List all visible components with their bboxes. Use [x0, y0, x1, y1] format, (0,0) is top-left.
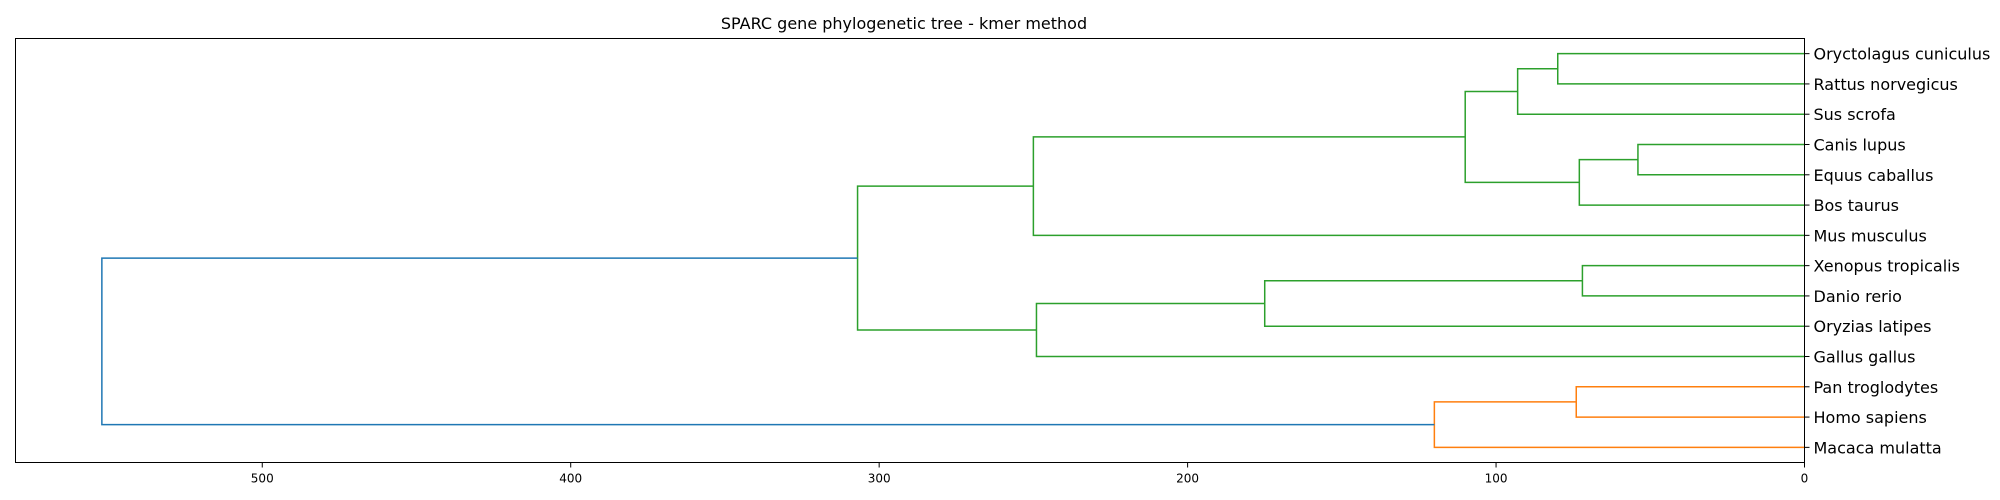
tree-link-n8 — [1263, 280, 1805, 327]
leaf-label: Homo sapiens — [1814, 408, 1927, 427]
plot-frame — [15, 38, 1805, 463]
tree-link-n3 — [1637, 143, 1805, 176]
chart-title: SPARC gene phylogenetic tree - kmer meth… — [721, 14, 1087, 33]
leaf-label: Mus musculus — [1814, 226, 1927, 245]
tree-link-n5 — [1464, 90, 1580, 184]
tree-link-n2 — [1516, 68, 1805, 115]
tree-link-n11 — [1575, 386, 1805, 418]
tree-link-n4 — [1578, 158, 1805, 206]
leaf-label: Bos taurus — [1814, 196, 1899, 215]
tree-link-n6 — [1032, 136, 1805, 237]
leaf-label: Gallus gallus — [1814, 348, 1916, 367]
x-axis: 500 400 300 200 100 0 — [251, 462, 1809, 486]
x-tick-label: 100 — [1485, 472, 1508, 486]
tree-links — [101, 52, 1805, 449]
tree-link-n1 — [1556, 52, 1805, 85]
leaf-label: Pan troglodytes — [1814, 378, 1939, 397]
leaf-label: Sus scrofa — [1814, 105, 1896, 124]
x-tick-label: 0 — [1801, 472, 1809, 486]
leaf-label: Canis lupus — [1814, 136, 1906, 155]
x-tick-label: 300 — [868, 472, 891, 486]
leaf-label: Equus caballus — [1814, 166, 1934, 185]
tree-link-n10 — [856, 185, 1037, 331]
leaf-axis: Oryctolagus cuniculus Rattus norvegicus Su… — [1804, 45, 1991, 457]
leaf-label: Macaca mulatta — [1814, 438, 1942, 457]
leaf-label: Rattus norvegicus — [1814, 75, 1958, 94]
leaf-label: Oryzias latipes — [1814, 317, 1932, 336]
leaf-label: Oryctolagus cuniculus — [1814, 45, 1991, 64]
x-tick-label: 200 — [1176, 472, 1199, 486]
leaf-label: Xenopus tropicalis — [1814, 257, 1960, 276]
tree-link-n9 — [1035, 302, 1805, 358]
x-tick-label: 400 — [559, 472, 582, 486]
x-tick-label: 500 — [251, 472, 274, 486]
tree-link-n7 — [1581, 264, 1805, 297]
tree-link-n12 — [1433, 401, 1805, 449]
leaf-label: Danio rerio — [1814, 287, 1902, 306]
tree-link-n13 — [101, 257, 1435, 426]
